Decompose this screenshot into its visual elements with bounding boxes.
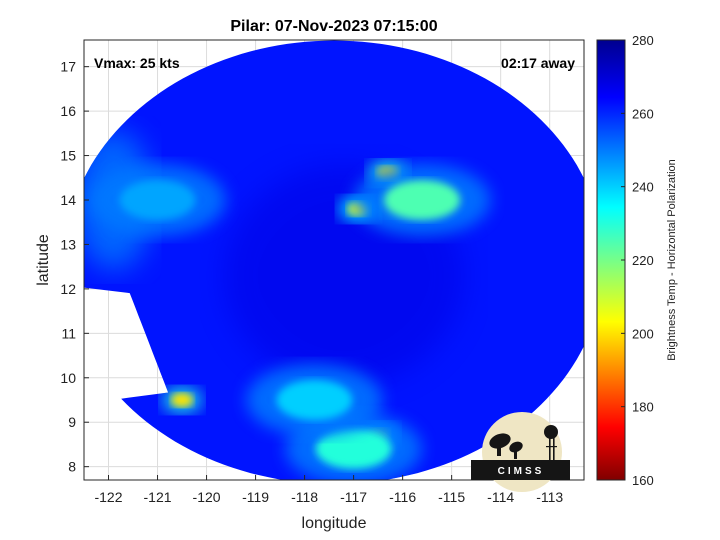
x-tick-label: -121 bbox=[144, 489, 172, 505]
water-tower-icon bbox=[544, 425, 558, 460]
y-ticks: 8 9 10 11 12 13 14 15 16 17 bbox=[60, 59, 89, 475]
colorbar: 160 180 200 220 240 260 280 Brightness Temp - … bbox=[596, 33, 678, 488]
colorbar-tick-label: 200 bbox=[632, 326, 654, 341]
colorbar-label: Brightness Temp - Horizontal Polarizatio… bbox=[666, 159, 678, 361]
feature-spot-sw bbox=[162, 387, 202, 413]
x-tick-label: -116 bbox=[389, 489, 416, 505]
chart-title: Pilar: 07-Nov-2023 07:15:00 bbox=[230, 18, 437, 35]
y-tick-label: 13 bbox=[60, 236, 76, 252]
y-tick-label: 16 bbox=[60, 103, 76, 119]
y-tick-label: 11 bbox=[61, 325, 76, 341]
y-tick-label: 8 bbox=[68, 459, 76, 475]
x-tick-label: -119 bbox=[242, 489, 269, 505]
y-tick-label: 14 bbox=[60, 192, 76, 208]
y-tick-label: 17 bbox=[60, 59, 76, 75]
colorbar-tick-label: 180 bbox=[632, 400, 654, 415]
colorbar-tick-label: 280 bbox=[632, 33, 654, 48]
time-offset-annotation: 02:17 away bbox=[501, 55, 575, 71]
plot-frame bbox=[83, 39, 585, 481]
logo-text: CIMSS bbox=[498, 466, 545, 477]
x-tick-label: -118 bbox=[291, 489, 318, 505]
swath-image bbox=[84, 40, 584, 480]
colorbar-tick-label: 220 bbox=[632, 253, 654, 268]
logo-band bbox=[471, 460, 570, 480]
plot-area bbox=[83, 39, 585, 481]
y-tick-label: 12 bbox=[60, 281, 76, 297]
colorbar-tick-label: 260 bbox=[632, 106, 654, 121]
feature-cloud-sc bbox=[245, 364, 383, 436]
x-tick-label: -122 bbox=[94, 489, 122, 505]
y-axis-label: latitude bbox=[35, 234, 52, 286]
y-tick-label: 10 bbox=[60, 370, 76, 386]
colorbar-tick-label: 160 bbox=[632, 473, 654, 488]
x-tick-label: -115 bbox=[438, 489, 465, 505]
dish-icon bbox=[489, 433, 523, 459]
colorbar-tick-label: 240 bbox=[632, 180, 654, 195]
x-tick-label: -120 bbox=[193, 489, 221, 505]
y-tick-label: 9 bbox=[68, 414, 76, 430]
feature-cloud-w bbox=[89, 164, 226, 236]
x-ticks: -122 -121 -120 -119 -118 -117 -116 -115 -114 -113 bbox=[94, 475, 563, 505]
y-tick-label: 15 bbox=[60, 148, 76, 164]
x-tick-label: -113 bbox=[536, 489, 563, 505]
colorbar-gradient bbox=[597, 40, 625, 480]
x-tick-label: -114 bbox=[487, 489, 514, 505]
vmax-annotation: Vmax: 25 kts bbox=[94, 55, 180, 71]
x-axis-label: longitude bbox=[302, 515, 367, 532]
feature-cloud-ne bbox=[353, 164, 491, 236]
x-tick-label: -117 bbox=[340, 489, 367, 505]
colorbar-ticks: 160 180 200 220 240 260 280 bbox=[621, 33, 654, 488]
cimss-logo: CIMSS bbox=[471, 412, 570, 492]
